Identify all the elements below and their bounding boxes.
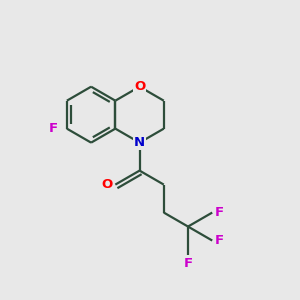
Text: F: F — [214, 206, 224, 219]
Text: F: F — [214, 234, 224, 247]
Text: F: F — [49, 122, 58, 135]
Text: O: O — [134, 80, 145, 93]
Text: O: O — [102, 178, 113, 191]
Text: F: F — [183, 257, 193, 270]
Text: N: N — [134, 136, 145, 149]
